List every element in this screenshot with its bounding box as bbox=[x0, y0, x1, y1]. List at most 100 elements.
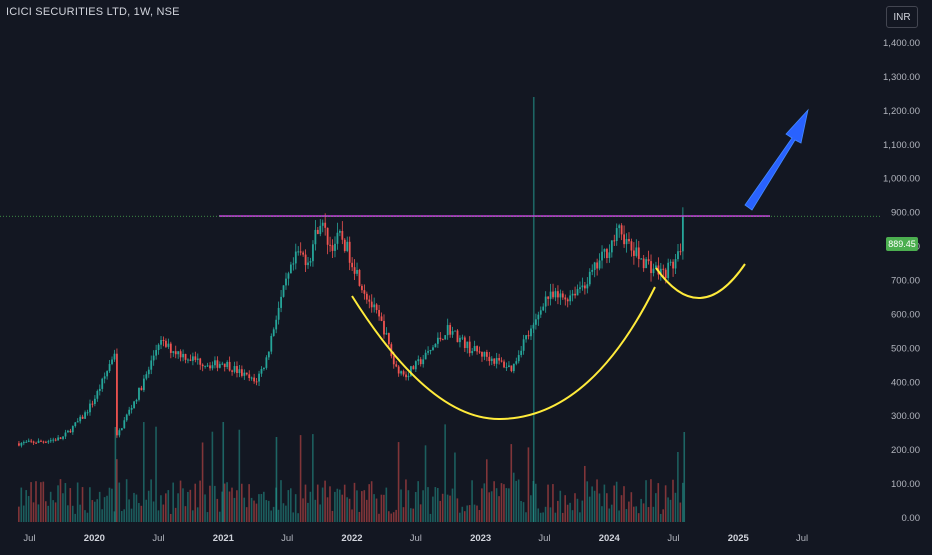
candle-body bbox=[302, 252, 305, 255]
candle-body bbox=[395, 364, 398, 367]
candle-body bbox=[287, 273, 290, 279]
candle-body bbox=[608, 252, 611, 259]
candle-body bbox=[289, 264, 292, 274]
volume-bar bbox=[312, 434, 314, 522]
volume-bar bbox=[512, 472, 515, 522]
candle-body bbox=[412, 366, 415, 370]
candle-body bbox=[510, 365, 513, 372]
candle-body bbox=[189, 359, 192, 361]
candle-body bbox=[476, 346, 478, 352]
volume-bar bbox=[532, 97, 535, 522]
candle-body bbox=[463, 337, 466, 349]
candle-body bbox=[456, 330, 459, 343]
volume-bar bbox=[155, 426, 157, 522]
candle-body bbox=[539, 310, 542, 315]
volume-bar bbox=[422, 490, 424, 522]
volume-bar bbox=[635, 506, 638, 522]
candle-body bbox=[22, 442, 25, 444]
volume-bar bbox=[417, 481, 419, 522]
candle-body bbox=[59, 437, 62, 439]
volume-bar bbox=[400, 489, 402, 522]
volume-bar bbox=[451, 488, 454, 522]
volume-bar bbox=[471, 480, 473, 522]
candle-body bbox=[365, 293, 368, 300]
volume-bar bbox=[128, 499, 130, 522]
candle-body bbox=[111, 359, 113, 365]
candle-body bbox=[490, 358, 493, 362]
volume-bar bbox=[57, 485, 59, 522]
volume-bar bbox=[559, 490, 562, 522]
volume-bar bbox=[647, 507, 650, 522]
candle-body bbox=[407, 375, 410, 378]
volume-bar bbox=[586, 481, 589, 522]
candle-body bbox=[272, 329, 275, 336]
candle-body bbox=[142, 378, 145, 391]
volume-bar bbox=[214, 485, 216, 522]
candle-body bbox=[309, 261, 312, 263]
volume-bar bbox=[37, 504, 40, 522]
up-arrow-icon[interactable] bbox=[744, 108, 809, 211]
candle-body bbox=[574, 293, 576, 296]
candle-body bbox=[206, 365, 209, 367]
volume-bar bbox=[270, 510, 272, 522]
candle-body bbox=[468, 341, 471, 354]
candle-body bbox=[588, 271, 591, 285]
candle-body bbox=[221, 363, 224, 365]
candle-body bbox=[628, 239, 630, 242]
candle-body bbox=[282, 285, 285, 297]
candle-body bbox=[669, 261, 672, 263]
handle-arc[interactable] bbox=[655, 263, 746, 299]
candle-body bbox=[662, 268, 665, 270]
volume-bar bbox=[353, 482, 356, 522]
candle-body bbox=[466, 341, 469, 349]
candle-body bbox=[275, 319, 278, 330]
candle-body bbox=[417, 359, 420, 362]
candle-body bbox=[270, 335, 273, 352]
volume-bar bbox=[588, 496, 591, 522]
volume-bar bbox=[346, 497, 348, 522]
volume-bar bbox=[191, 510, 194, 522]
candle-body bbox=[410, 366, 412, 376]
candle-body bbox=[434, 343, 437, 348]
volume-bar bbox=[542, 512, 544, 522]
volume-bar bbox=[436, 488, 439, 522]
volume-bar bbox=[478, 510, 481, 522]
candle-body bbox=[387, 333, 390, 345]
candle-body bbox=[615, 228, 618, 242]
volume-bar bbox=[397, 442, 400, 522]
volume-bar bbox=[434, 487, 437, 522]
candle-body bbox=[37, 440, 40, 443]
candle-body bbox=[547, 296, 550, 299]
candle-body bbox=[405, 374, 407, 378]
volume-bar bbox=[47, 505, 50, 522]
volume-bar bbox=[179, 480, 182, 522]
volume-bar bbox=[348, 498, 351, 522]
currency-button[interactable]: INR bbox=[886, 6, 918, 28]
volume-bar bbox=[544, 506, 547, 522]
volume-bar bbox=[245, 507, 248, 522]
volume-bar bbox=[534, 483, 537, 522]
volume-bar bbox=[579, 512, 581, 522]
volume-bar bbox=[387, 511, 390, 522]
candle-body bbox=[579, 287, 581, 290]
volume-bar bbox=[637, 513, 640, 522]
price-tick-label: 300.00 bbox=[891, 411, 920, 422]
volume-bar bbox=[613, 485, 615, 522]
cup-arc[interactable] bbox=[351, 286, 656, 421]
candle-body bbox=[49, 440, 52, 442]
volume-bar bbox=[150, 479, 152, 522]
candle-body bbox=[69, 430, 72, 433]
time-axis[interactable]: Jul 2020 Jul 2021 Jul 2022 Jul 2023 Jul 2024 Jul 20… bbox=[23, 533, 808, 544]
volume-bar bbox=[299, 435, 302, 522]
volume-bar bbox=[427, 487, 429, 522]
volume-bar bbox=[667, 497, 669, 522]
time-tick-label: 2023 bbox=[470, 533, 491, 544]
candle-body bbox=[419, 359, 422, 365]
volume-bar bbox=[172, 482, 174, 522]
time-tick-label: 2021 bbox=[213, 533, 235, 544]
volume-bar bbox=[30, 482, 32, 522]
volume-bar bbox=[123, 509, 125, 522]
candle-body bbox=[98, 388, 101, 392]
